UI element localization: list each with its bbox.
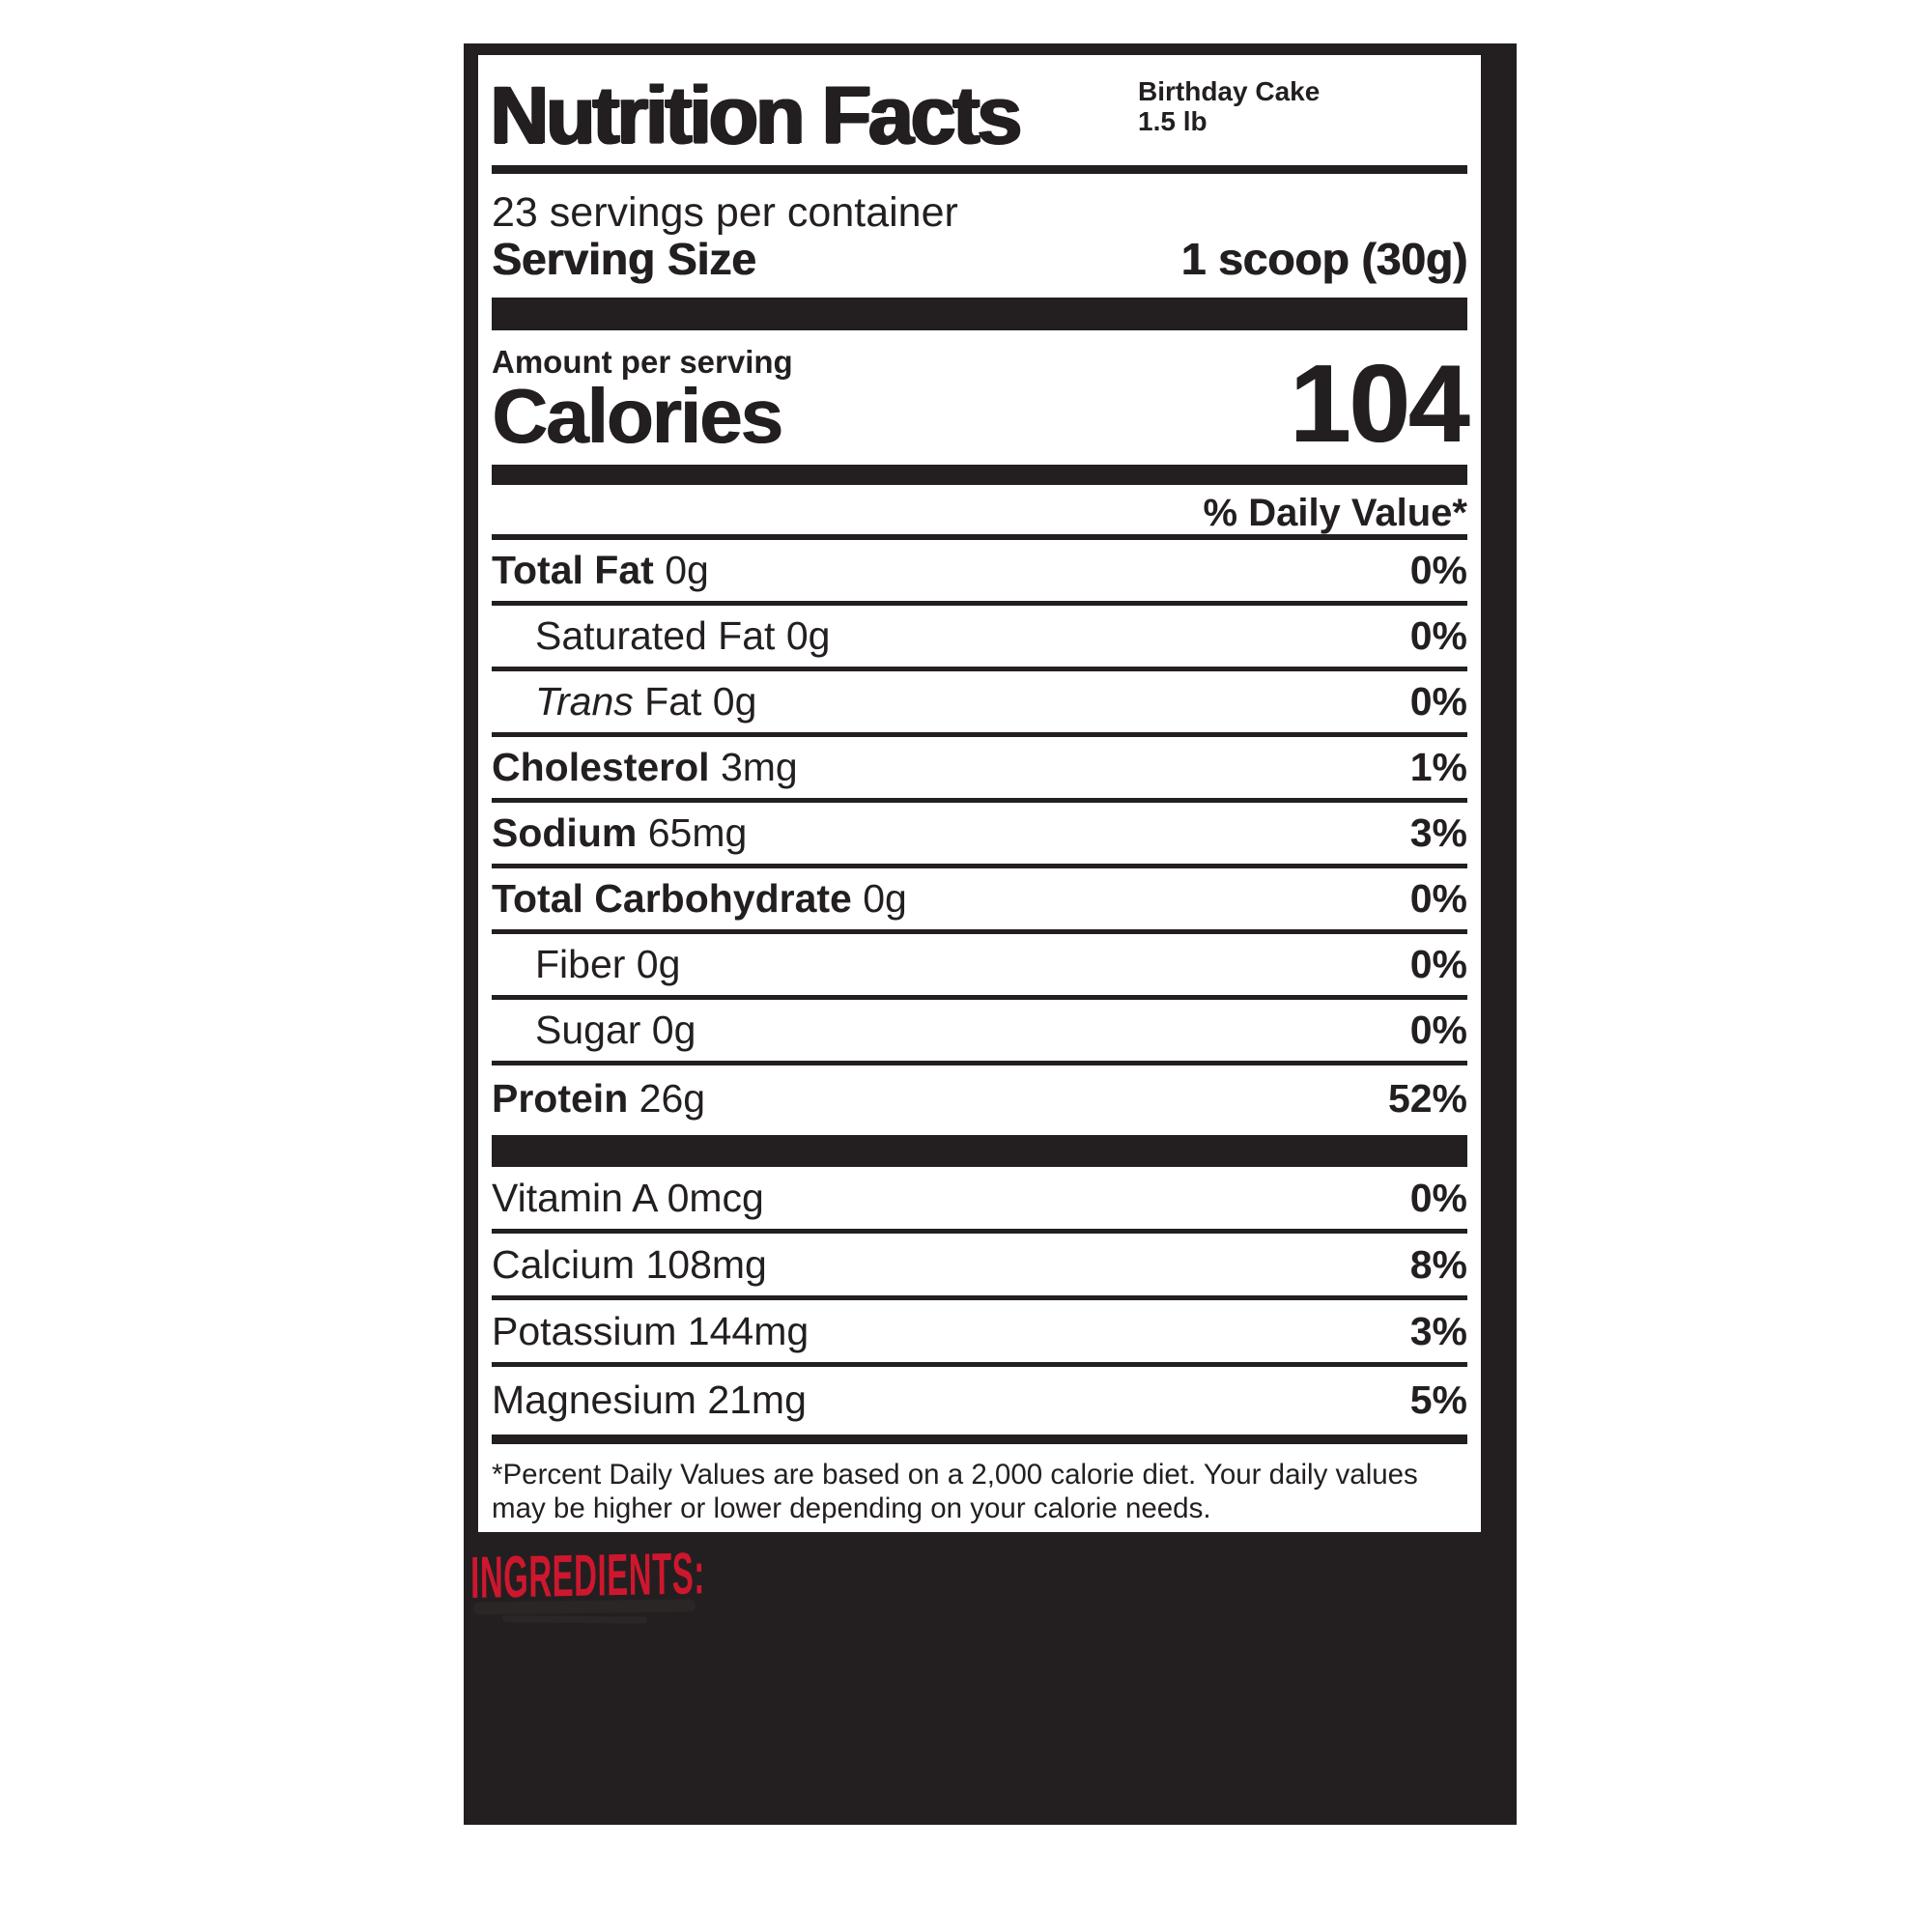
serving-size-value: 1 scoop (30g) [1180, 234, 1467, 284]
nutrient-name: Saturated Fat 0g [535, 613, 831, 658]
nutrient-percent: 0% [1409, 1175, 1467, 1220]
hidden-text-smudge [501, 1615, 648, 1624]
net-weight: 1.5 lb [1138, 106, 1208, 136]
nutrition-facts-title: Nutrition Facts [490, 70, 1022, 160]
daily-value-footnote: *Percent Daily Values are based on a 2,0… [492, 1459, 1418, 1524]
nutrient-row: Potassium 144mg 3% [492, 1300, 1467, 1367]
nutrient-name: Total Carbohydrate 0g [492, 876, 907, 921]
serving-size-row: Serving Size 1 scoop (30g) [492, 235, 1467, 284]
nutrient-row: Fiber 0g 0% [492, 934, 1467, 1000]
nutrient-row: Sodium 65mg 3% [492, 803, 1467, 868]
nutrient-name: Vitamin A 0mcg [492, 1175, 764, 1220]
nutrient-percent: 0% [1409, 613, 1467, 658]
hidden-text-smudge [472, 1599, 696, 1615]
nutrient-row: Saturated Fat 0g 0% [492, 606, 1467, 671]
nutrient-percent: 3% [1409, 810, 1467, 855]
daily-value-header: % Daily Value* [1203, 492, 1467, 534]
calories-value: 104 [1289, 343, 1469, 466]
nutrient-name: Sodium 65mg [492, 810, 748, 855]
thick-bar-top [492, 298, 1467, 330]
serving-size-label: Serving Size [492, 234, 756, 284]
ingredients-header: INGREDIENTS: [469, 1540, 705, 1610]
thick-bar-calories [492, 465, 1467, 485]
nutrient-percent: 0% [1409, 679, 1467, 724]
nutrient-row: Calcium 108mg 8% [492, 1234, 1467, 1300]
nutrient-name: Protein 26g [492, 1075, 706, 1121]
nutrient-name: Trans Fat 0g [535, 679, 757, 724]
nutrient-row: Protein 26g 52% [492, 1065, 1467, 1131]
nutrient-row: Magnesium 21mg 5% [492, 1367, 1467, 1434]
nutrient-name: Total Fat 0g [492, 548, 709, 592]
product-label-panel: Nutrition Facts Birthday Cake 1.5 lb 23 … [464, 43, 1517, 1825]
nutrient-name: Calcium 108mg [492, 1241, 767, 1287]
amount-per-serving-label: Amount per serving [492, 344, 793, 380]
nutrient-name: Potassium 144mg [492, 1308, 810, 1353]
servings-per-container: 23 servings per container [492, 189, 958, 236]
thick-bar-protein [492, 1135, 1467, 1167]
footnote-divider [492, 1435, 1467, 1444]
nutrient-percent: 0% [1409, 548, 1467, 592]
title-divider [492, 165, 1467, 174]
nutrition-facts-box: Nutrition Facts Birthday Cake 1.5 lb 23 … [478, 55, 1481, 1532]
nutrient-percent: 52% [1387, 1075, 1467, 1121]
calories-label: Calories [492, 373, 783, 459]
nutrient-percent: 0% [1409, 942, 1467, 986]
nutrient-percent: 3% [1409, 1308, 1467, 1353]
flavor-and-size: Birthday Cake 1.5 lb [1138, 76, 1320, 136]
nutrient-row: Total Fat 0g 0% [492, 540, 1467, 606]
nutrient-percent: 1% [1409, 745, 1467, 789]
daily-value-divider [492, 534, 1467, 540]
nutrient-row: Trans Fat 0g 0% [492, 671, 1467, 737]
nutrient-row: Vitamin A 0mcg 0% [492, 1167, 1467, 1234]
nutrient-row: Total Carbohydrate 0g 0% [492, 868, 1467, 934]
nutrient-percent: 0% [1409, 1008, 1467, 1052]
nutrient-rows: Total Fat 0g 0% Saturated Fat 0g 0% Trans Fa… [492, 540, 1467, 1131]
nutrient-row: Cholesterol 3mg 1% [492, 737, 1467, 803]
nutrient-row: Sugar 0g 0% [492, 1000, 1467, 1065]
nutrient-percent: 5% [1409, 1378, 1467, 1422]
micronutrient-rows: Vitamin A 0mcg 0% Calcium 108mg 8% Potassium… [492, 1167, 1467, 1434]
nutrient-percent: 0% [1409, 876, 1467, 921]
nutrient-percent: 8% [1409, 1241, 1467, 1287]
nutrient-name: Fiber 0g [535, 942, 681, 986]
nutrient-name: Cholesterol 3mg [492, 745, 798, 789]
nutrient-name: Magnesium 21mg [492, 1378, 807, 1422]
flavor-name: Birthday Cake [1138, 76, 1321, 106]
nutrient-name: Sugar 0g [535, 1008, 696, 1052]
